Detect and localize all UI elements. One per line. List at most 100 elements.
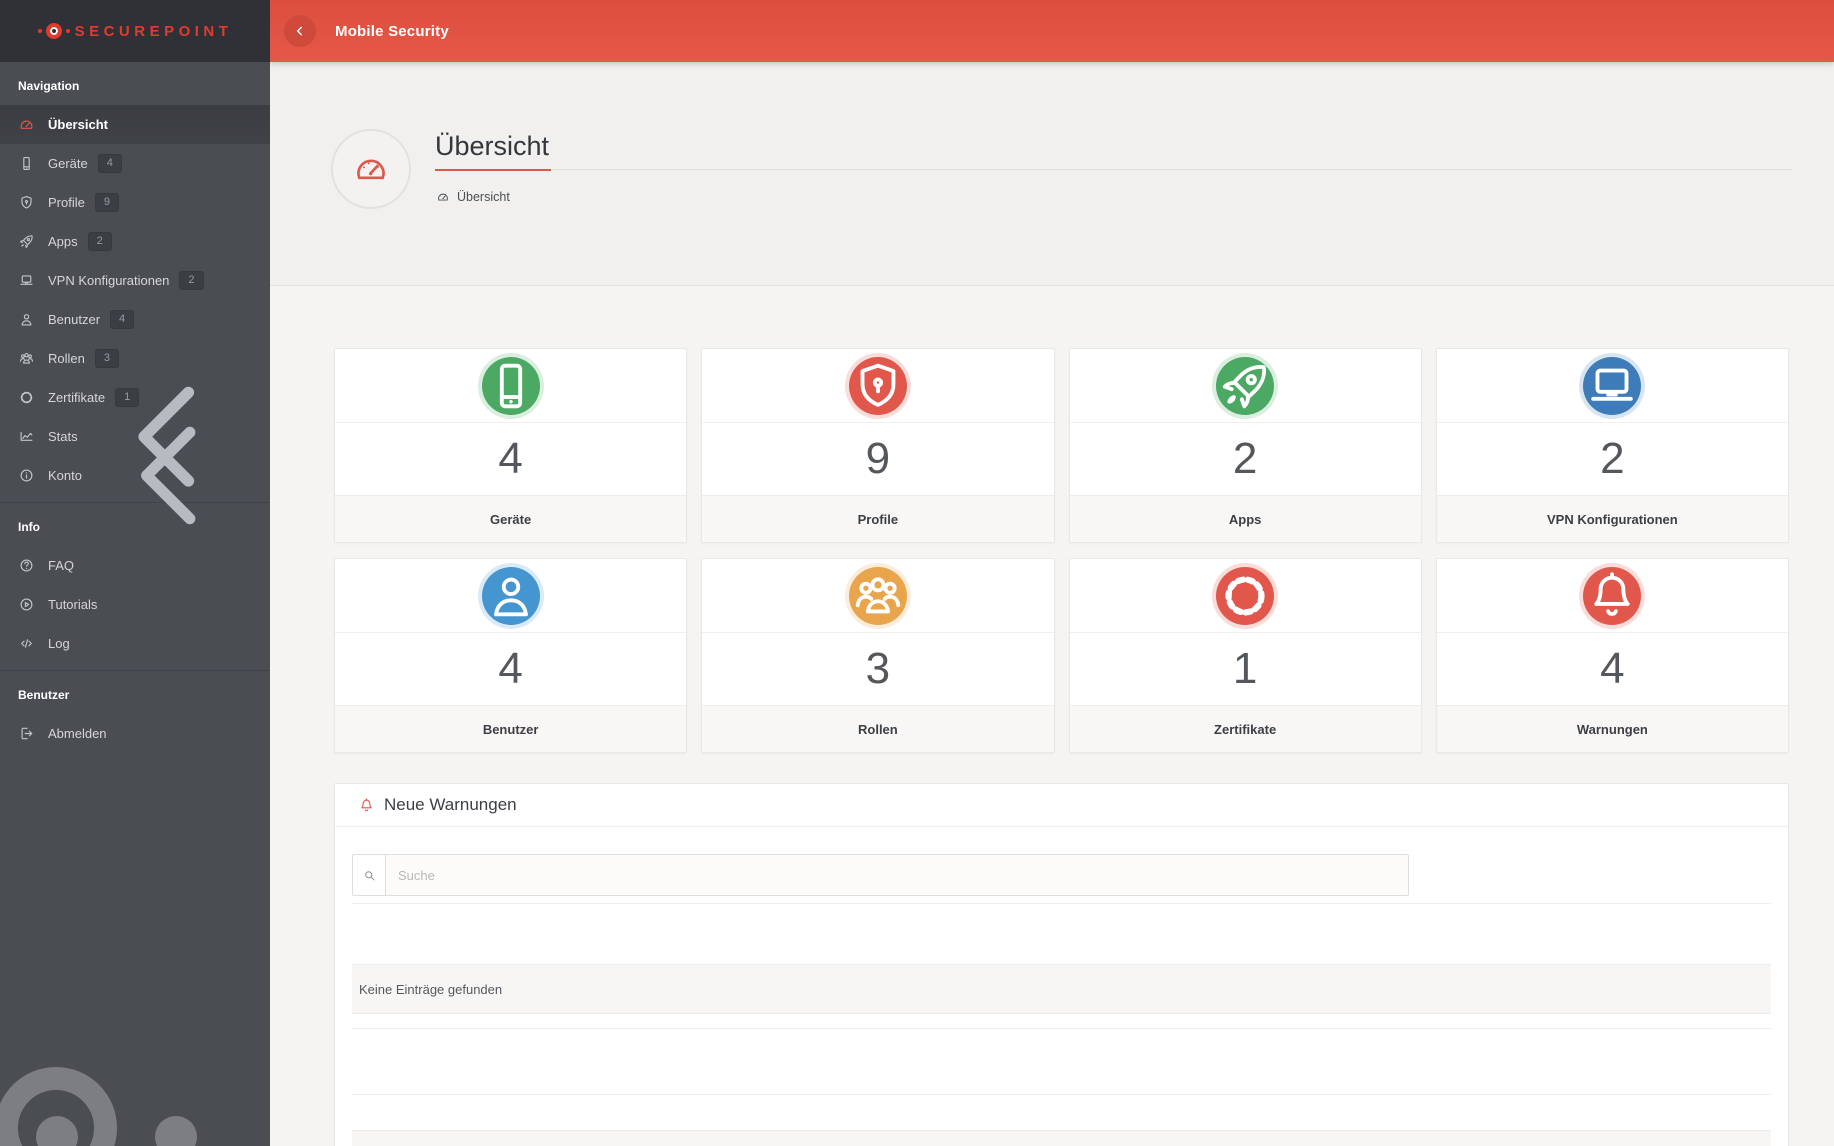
sidebar-item-faq[interactable]: FAQ (0, 546, 270, 585)
sidebar-item-geraete[interactable]: Geräte 4 (0, 144, 270, 183)
logo-dot-left-icon (37, 29, 42, 33)
stat-card-geraete[interactable]: 4 Geräte (334, 348, 688, 543)
smartphone-icon (481, 356, 540, 415)
stat-card-profile[interactable]: 9 Profile (701, 348, 1055, 543)
panel-header: Neue Warnungen (335, 784, 1788, 827)
sidebar-item-abmelden[interactable]: Abmelden (0, 714, 270, 753)
stat-label: Geräte (335, 495, 687, 542)
sidebar-item-label: Apps (48, 234, 78, 249)
logo-dot-right-icon (65, 29, 70, 33)
stat-card-zertifikate[interactable]: 1 Zertifikate (1068, 558, 1422, 753)
sidebar-item-vpn-konfigurationen[interactable]: VPN Konfigurationen 2 (0, 261, 270, 300)
sidebar-section-header: Navigation (18, 79, 80, 93)
securepoint-watermark-dot-icon (36, 1116, 78, 1146)
brand-logo[interactable]: SECUREPOINT (0, 0, 270, 62)
card-icon-area (335, 349, 687, 423)
count-badge: 3 (94, 349, 119, 368)
gauge-icon (18, 116, 35, 133)
search-input[interactable] (385, 854, 1409, 896)
sidebar-item-log[interactable]: Log (0, 624, 270, 663)
card-icon-area (335, 559, 687, 633)
page-icon-circle (331, 129, 411, 209)
rocket-icon (18, 233, 35, 250)
sidebar-divider (0, 502, 270, 503)
sidebar-item-tutorials[interactable]: Tutorials (0, 585, 270, 624)
app-title: Mobile Security (335, 22, 449, 40)
certificate-icon (18, 389, 35, 406)
back-button[interactable] (284, 15, 316, 47)
users-icon (18, 350, 35, 367)
sidebar-item-label: VPN Konfigurationen (48, 273, 170, 288)
chevron-left-icon (87, 351, 258, 522)
stat-card-vpn-konfigurationen[interactable]: 2 VPN Konfigurationen (1435, 348, 1789, 543)
panel-title: Neue Warnungen (384, 795, 517, 814)
table-divider (352, 903, 1771, 904)
stat-value: 2 (1232, 434, 1258, 483)
breadcrumb-label: Übersicht (457, 190, 510, 204)
empty-table-row: Keine Einträge gefunden (352, 964, 1771, 1014)
stat-label: Rollen (702, 705, 1054, 752)
title-rule (435, 169, 1792, 170)
question-icon (18, 557, 35, 574)
sidebar-item-uebersicht[interactable]: Übersicht (0, 105, 270, 144)
sidebar-item-label: Profile (48, 195, 85, 210)
bell-icon (1583, 566, 1642, 625)
count-badge: 2 (87, 232, 112, 251)
sidebar-item-zertifikate[interactable]: Zertifikate 1 (0, 378, 270, 417)
stat-card-rollen[interactable]: 3 Rollen (701, 558, 1055, 753)
stat-value: 4 (498, 434, 523, 483)
sidebar-item-label: FAQ (48, 558, 75, 573)
securepoint-watermark-dot-icon (155, 1116, 197, 1146)
sidebar-item-label: Log (48, 636, 70, 651)
stat-label: VPN Konfigurationen (1436, 495, 1788, 542)
card-icon-area (702, 559, 1054, 633)
sidebar-item-stats[interactable]: Stats (0, 386, 270, 487)
sidebar: SECUREPOINT Navigation Übersicht Geräte 4 Pr… (0, 0, 270, 1146)
stat-value: 1 (1232, 644, 1258, 693)
info-icon (18, 467, 35, 484)
count-badge: 4 (110, 310, 135, 329)
page-header: Übersicht Übersicht (270, 62, 1834, 286)
sidebar-item-label: Konto (48, 468, 82, 483)
search-button[interactable] (352, 854, 385, 896)
sidebar-divider (0, 670, 270, 671)
sidebar-item-rollen[interactable]: Rollen 3 (0, 339, 270, 378)
sidebar-item-benutzer[interactable]: Benutzer 4 (0, 300, 270, 339)
count-badge: 1 (115, 388, 140, 407)
card-icon-area (1436, 349, 1788, 423)
user-icon (18, 311, 35, 328)
sidebar-item-apps[interactable]: Apps 2 (0, 222, 270, 261)
card-icon-area (1069, 559, 1421, 633)
count-badge: 2 (179, 271, 204, 290)
users-icon (848, 566, 907, 625)
count-badge: 4 (97, 154, 122, 173)
stat-label: Apps (1069, 495, 1421, 542)
brand-name: SECUREPOINT (74, 22, 233, 40)
logo-ring-icon (45, 23, 62, 39)
stat-card-warnungen[interactable]: 4 Warnungen (1435, 558, 1789, 753)
sidebar-item-label: Geräte (48, 156, 88, 171)
breadcrumb[interactable]: Übersicht (436, 190, 510, 204)
gauge-icon (351, 149, 391, 189)
stat-label: Profile (702, 495, 1054, 542)
sidebar-nav: Navigation Übersicht Geräte 4 Profile 9 Apps 2 V… (0, 62, 270, 753)
stat-card-apps[interactable]: 2 Apps (1068, 348, 1422, 543)
table-footer-stripe (352, 1130, 1771, 1146)
table-divider (352, 1028, 1771, 1029)
sidebar-item-profile[interactable]: Profile 9 (0, 183, 270, 222)
smartphone-icon (18, 155, 35, 172)
chevron-left-icon (91, 392, 258, 559)
laptop-icon (18, 272, 35, 289)
sidebar-item-label: Stats (48, 429, 78, 444)
stat-value: 4 (498, 644, 523, 693)
stat-card-benutzer[interactable]: 4 Benutzer (334, 558, 688, 753)
stat-value: 4 (1600, 644, 1625, 693)
sidebar-item-konto[interactable]: Konto (0, 426, 270, 525)
page-title: Übersicht (435, 131, 552, 171)
card-icon-area (702, 349, 1054, 423)
empty-message: Keine Einträge gefunden (359, 981, 503, 997)
search-row (352, 854, 1771, 896)
shield-icon (18, 194, 35, 211)
code-icon (18, 635, 35, 652)
